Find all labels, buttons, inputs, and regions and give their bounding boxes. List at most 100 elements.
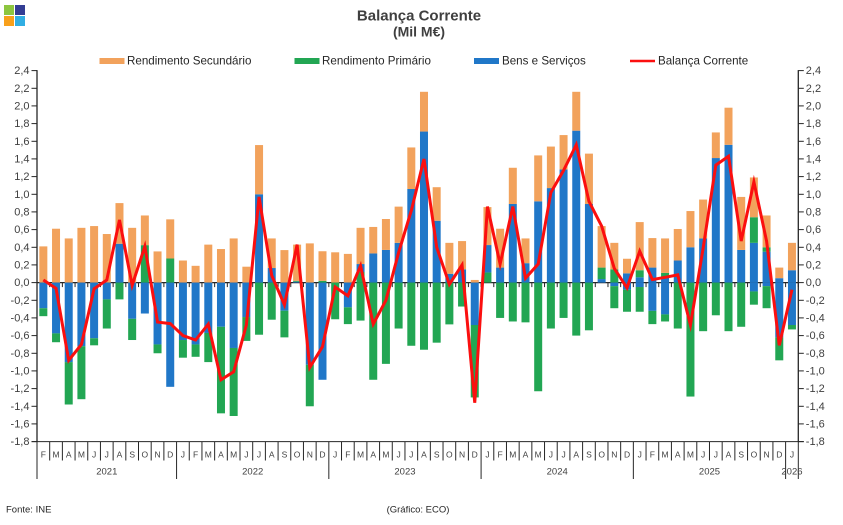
svg-text:0,2: 0,2 xyxy=(806,259,821,271)
svg-text:N: N xyxy=(307,450,313,460)
svg-text:0,8: 0,8 xyxy=(806,206,821,218)
svg-text:S: S xyxy=(738,450,744,460)
svg-text:J: J xyxy=(257,450,261,460)
svg-text:J: J xyxy=(701,450,705,460)
svg-text:Rendimento Secundário: Rendimento Secundário xyxy=(127,55,251,68)
svg-text:N: N xyxy=(611,450,617,460)
svg-text:M: M xyxy=(509,450,516,460)
svg-text:1,2: 1,2 xyxy=(14,171,29,183)
svg-text:1,2: 1,2 xyxy=(806,171,821,183)
svg-text:M: M xyxy=(687,450,694,460)
svg-text:-0,2: -0,2 xyxy=(11,295,30,307)
svg-text:J: J xyxy=(181,450,185,460)
svg-text:-0,6: -0,6 xyxy=(11,330,30,342)
svg-text:O: O xyxy=(142,450,149,460)
svg-text:N: N xyxy=(764,450,770,460)
svg-text:A: A xyxy=(117,450,123,460)
svg-text:2023: 2023 xyxy=(394,467,415,478)
svg-text:J: J xyxy=(92,450,96,460)
svg-text:A: A xyxy=(675,450,681,460)
svg-text:A: A xyxy=(218,450,224,460)
svg-text:A: A xyxy=(726,450,732,460)
svg-text:J: J xyxy=(105,450,109,460)
svg-text:O: O xyxy=(446,450,453,460)
svg-text:-1,6: -1,6 xyxy=(11,418,30,430)
svg-text:1,6: 1,6 xyxy=(806,136,821,148)
svg-text:2021: 2021 xyxy=(96,467,117,478)
svg-text:J: J xyxy=(790,450,794,460)
svg-text:2,4: 2,4 xyxy=(14,65,29,77)
svg-text:-0,4: -0,4 xyxy=(11,312,30,324)
svg-text:2026: 2026 xyxy=(781,467,802,478)
svg-text:(Gráfico: ECO): (Gráfico: ECO) xyxy=(387,505,450,516)
svg-text:-0,8: -0,8 xyxy=(806,348,825,360)
svg-text:1,0: 1,0 xyxy=(14,189,29,201)
svg-text:N: N xyxy=(154,450,160,460)
svg-text:D: D xyxy=(472,450,478,460)
svg-text:A: A xyxy=(523,450,529,460)
svg-text:O: O xyxy=(598,450,605,460)
svg-text:-1,2: -1,2 xyxy=(11,383,30,395)
svg-text:A: A xyxy=(370,450,376,460)
svg-text:-0,8: -0,8 xyxy=(11,348,30,360)
svg-text:M: M xyxy=(205,450,212,460)
svg-text:1,6: 1,6 xyxy=(14,136,29,148)
svg-text:J: J xyxy=(244,450,248,460)
svg-text:A: A xyxy=(421,450,427,460)
svg-text:O: O xyxy=(294,450,301,460)
svg-text:Rendimento Primário: Rendimento Primário xyxy=(322,55,431,68)
svg-text:1,4: 1,4 xyxy=(806,153,821,165)
svg-text:M: M xyxy=(230,450,237,460)
svg-text:1,8: 1,8 xyxy=(14,118,29,130)
svg-text:M: M xyxy=(78,450,85,460)
svg-text:2,0: 2,0 xyxy=(14,100,29,112)
svg-text:F: F xyxy=(193,450,198,460)
svg-text:-0,6: -0,6 xyxy=(806,330,825,342)
svg-text:D: D xyxy=(167,450,173,460)
svg-text:J: J xyxy=(409,450,413,460)
svg-text:2024: 2024 xyxy=(547,467,568,478)
svg-text:D: D xyxy=(624,450,630,460)
svg-text:Fonte: INE: Fonte: INE xyxy=(6,505,51,516)
svg-text:1,8: 1,8 xyxy=(806,118,821,130)
svg-text:S: S xyxy=(282,450,288,460)
svg-text:M: M xyxy=(357,450,364,460)
svg-text:A: A xyxy=(269,450,275,460)
svg-text:F: F xyxy=(650,450,655,460)
svg-text:2022: 2022 xyxy=(242,467,263,478)
svg-text:M: M xyxy=(662,450,669,460)
svg-text:1,4: 1,4 xyxy=(14,153,29,165)
svg-text:D: D xyxy=(776,450,782,460)
svg-text:(Mil M€): (Mil M€) xyxy=(393,24,445,40)
svg-text:1,0: 1,0 xyxy=(806,189,821,201)
svg-text:-1,6: -1,6 xyxy=(806,418,825,430)
svg-text:0,0: 0,0 xyxy=(806,277,821,289)
svg-text:0,6: 0,6 xyxy=(806,224,821,236)
svg-text:0,6: 0,6 xyxy=(14,224,29,236)
svg-text:M: M xyxy=(535,450,542,460)
svg-text:S: S xyxy=(434,450,440,460)
svg-text:0,8: 0,8 xyxy=(14,206,29,218)
svg-text:J: J xyxy=(333,450,337,460)
svg-text:J: J xyxy=(714,450,718,460)
svg-text:-1,0: -1,0 xyxy=(11,365,30,377)
svg-text:J: J xyxy=(549,450,553,460)
svg-text:0,4: 0,4 xyxy=(14,242,29,254)
svg-text:O: O xyxy=(751,450,758,460)
svg-text:-1,4: -1,4 xyxy=(11,401,30,413)
svg-text:-1,2: -1,2 xyxy=(806,383,825,395)
svg-text:Balança Corrente: Balança Corrente xyxy=(357,8,481,25)
svg-text:-0,4: -0,4 xyxy=(806,312,825,324)
svg-text:F: F xyxy=(41,450,46,460)
svg-text:-0,2: -0,2 xyxy=(806,295,825,307)
svg-text:F: F xyxy=(345,450,350,460)
svg-text:2,2: 2,2 xyxy=(14,83,29,95)
svg-text:-1,4: -1,4 xyxy=(806,401,825,413)
svg-text:0,2: 0,2 xyxy=(14,259,29,271)
svg-text:-1,8: -1,8 xyxy=(11,436,30,448)
svg-text:S: S xyxy=(586,450,592,460)
svg-text:2,4: 2,4 xyxy=(806,65,821,77)
svg-text:M: M xyxy=(382,450,389,460)
svg-text:J: J xyxy=(638,450,642,460)
svg-text:N: N xyxy=(459,450,465,460)
